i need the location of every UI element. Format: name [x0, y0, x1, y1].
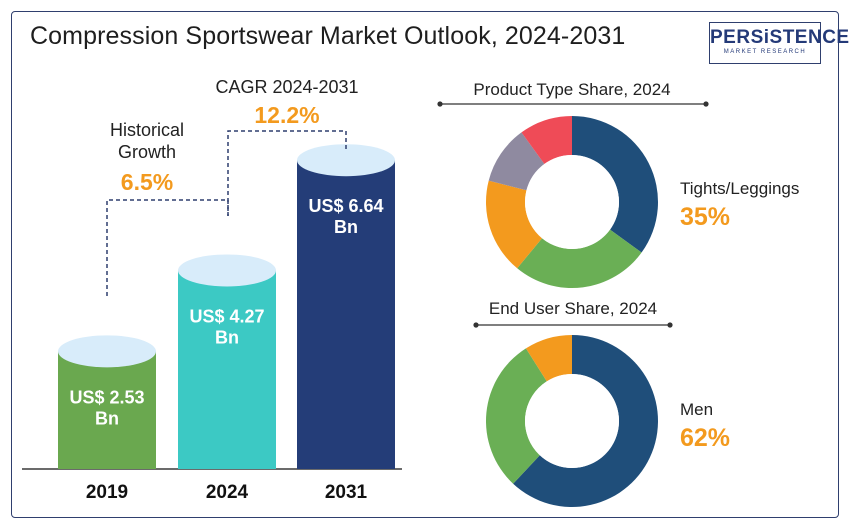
- bar-value-label-2024: US$ 4.27 Bn: [189, 306, 264, 347]
- donut-hole: [525, 155, 619, 249]
- donut-title: Product Type Share, 2024: [473, 80, 670, 99]
- bar-2019: [58, 351, 156, 469]
- bar-2031: [297, 160, 395, 470]
- donut-callout-label: Men: [680, 400, 713, 419]
- bar-2024: [178, 270, 276, 469]
- donut-slice: [572, 116, 658, 253]
- donut-title: End User Share, 2024: [489, 299, 657, 318]
- x-tick-label-2031: 2031: [325, 482, 368, 503]
- logo-tagline: MARKET RESEARCH: [723, 49, 807, 55]
- donut-slice: [488, 132, 545, 191]
- donut-callout-value: 62%: [680, 424, 730, 452]
- cagr-connector: [227, 130, 347, 216]
- donut-slice: [513, 335, 658, 508]
- x-tick-label-2019: 2019: [86, 482, 128, 503]
- product-type-donut: Product Type Share, 2024 Tights/Leggings 3…: [437, 80, 799, 288]
- bar-cap-2024: [178, 254, 276, 287]
- end-user-donut: End User Share, 2024 Men 62%: [473, 299, 730, 508]
- donut-hole: [525, 374, 619, 468]
- bar-cap-2031: [297, 144, 395, 177]
- donut-title-rule-dot: [437, 101, 443, 107]
- donut-slice: [521, 116, 572, 164]
- bar-value-label-2019: US$ 2.53 Bn: [69, 387, 144, 428]
- logo-wordmark: PERSiSTENCE: [710, 27, 850, 48]
- donut-title-rule-dot: [703, 101, 709, 107]
- donut-title-rule-dot: [473, 322, 479, 328]
- cagr-label: CAGR 2024-2031: [215, 77, 358, 97]
- donut-slice: [525, 335, 572, 382]
- page-title: Compression Sportswear Market Outlook, 2…: [30, 22, 626, 50]
- x-tick-label-2024: 2024: [206, 482, 249, 503]
- donut-callout-value: 35%: [680, 203, 730, 231]
- historical-growth-value: 6.5%: [121, 169, 173, 195]
- cagr-value: 12.2%: [254, 102, 319, 128]
- bar-cap-2019: [58, 335, 156, 368]
- donut-title-rule-dot: [667, 322, 673, 328]
- donut-callout-label: Tights/Leggings: [680, 179, 799, 198]
- donut-slice: [486, 180, 543, 269]
- donut-slice: [485, 348, 547, 484]
- historical-growth-label: Historical Growth: [110, 120, 184, 162]
- bar-value-label-2031: US$ 6.64 Bn: [308, 196, 383, 237]
- persistence-logo: PERSiSTENCE MARKET RESEARCH: [709, 22, 850, 64]
- donut-slice: [517, 229, 642, 288]
